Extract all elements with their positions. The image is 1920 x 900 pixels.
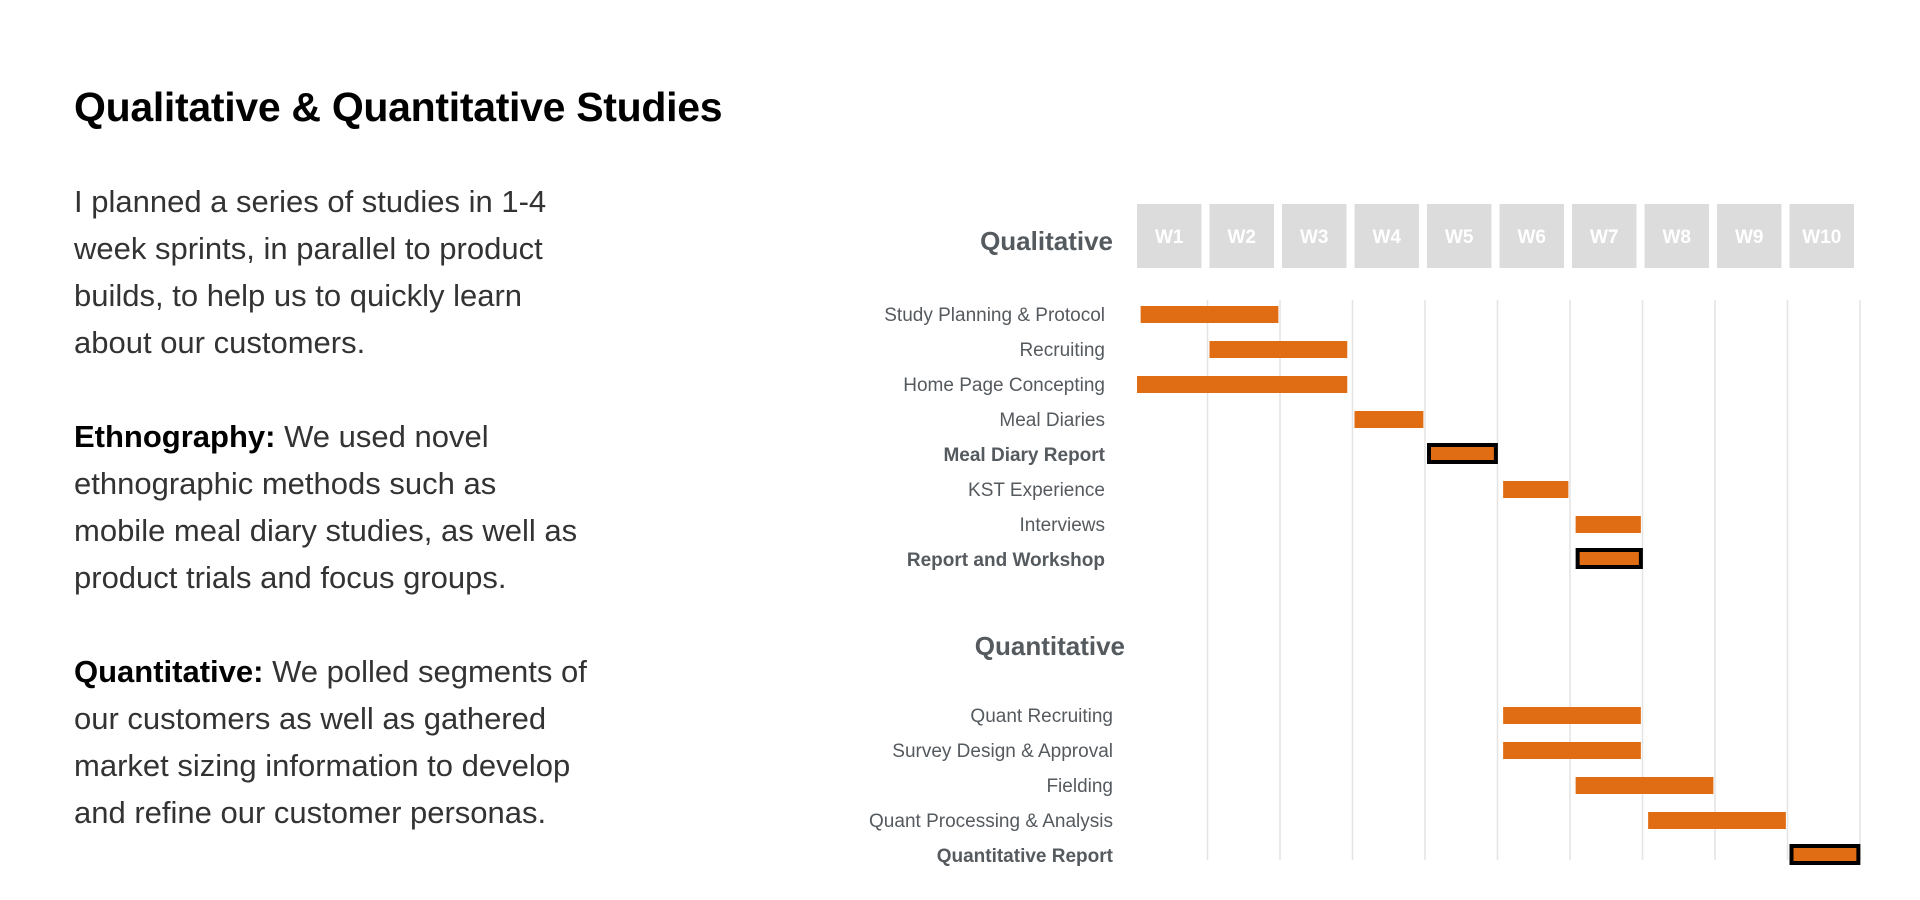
task-bar bbox=[1503, 707, 1641, 724]
section-label: Qualitative bbox=[980, 226, 1113, 256]
week-header-box bbox=[1789, 204, 1854, 268]
milestone-bar bbox=[1427, 443, 1498, 464]
quantitative-heading: Quantitative: bbox=[74, 654, 264, 689]
page-title: Qualitative & Quantitative Studies bbox=[74, 84, 723, 130]
task-bar bbox=[1137, 376, 1348, 393]
intro-paragraph: I planned a series of studies in 1-4 wee… bbox=[74, 184, 547, 360]
ethnography-heading: Ethnography: bbox=[74, 419, 276, 454]
task-label: Report and Workshop bbox=[907, 550, 1105, 571]
quantitative-paragraph: Quantitative: We polled segments of our … bbox=[74, 648, 594, 836]
week-label: W10 bbox=[1802, 227, 1841, 248]
body-copy: I planned a series of studies in 1-4 wee… bbox=[74, 178, 594, 883]
task-bar bbox=[1648, 812, 1786, 829]
week-label: W6 bbox=[1518, 227, 1547, 248]
section-label: Quantitative bbox=[975, 631, 1125, 661]
milestone-bar bbox=[1575, 548, 1643, 569]
week-header-box bbox=[1572, 204, 1637, 268]
task-label: KST Experience bbox=[968, 480, 1105, 501]
week-header-box bbox=[1644, 204, 1709, 268]
week-header-box bbox=[1137, 204, 1202, 268]
week-header-box bbox=[1282, 204, 1347, 268]
task-label: Quantitative Report bbox=[937, 846, 1114, 867]
task-label: Interviews bbox=[1019, 515, 1105, 536]
ethnography-text: We used novel ethnographic methods such … bbox=[74, 419, 578, 595]
task-label: Home Page Concepting bbox=[903, 375, 1105, 396]
week-header-box bbox=[1354, 204, 1419, 268]
week-header-box bbox=[1499, 204, 1564, 268]
task-bar bbox=[1354, 411, 1424, 428]
week-header-box bbox=[1427, 204, 1492, 268]
week-label: W8 bbox=[1663, 227, 1692, 248]
task-label: Quant Recruiting bbox=[970, 706, 1113, 727]
task-bar bbox=[1503, 481, 1569, 498]
milestone-bar bbox=[1789, 844, 1861, 865]
task-bar bbox=[1209, 341, 1348, 358]
task-label: Survey Design & Approval bbox=[892, 741, 1113, 762]
ethnography-paragraph: Ethnography: We used novel ethnographic … bbox=[74, 413, 594, 601]
task-bar bbox=[1575, 777, 1714, 794]
week-label: W7 bbox=[1590, 227, 1619, 248]
task-label: Recruiting bbox=[1019, 340, 1105, 361]
week-header-box bbox=[1717, 204, 1782, 268]
task-bar bbox=[1140, 306, 1279, 323]
task-label: Study Planning & Protocol bbox=[884, 305, 1105, 326]
week-label: W5 bbox=[1445, 227, 1474, 248]
task-label: Meal Diary Report bbox=[943, 445, 1105, 466]
week-header-box bbox=[1209, 204, 1274, 268]
week-label: W9 bbox=[1735, 227, 1764, 248]
task-bar bbox=[1575, 516, 1641, 533]
week-label: W2 bbox=[1228, 227, 1257, 248]
task-label: Meal Diaries bbox=[999, 410, 1105, 431]
quantitative-text: We polled segments of our customers as w… bbox=[74, 654, 587, 830]
task-label: Fielding bbox=[1046, 776, 1113, 797]
week-label: W1 bbox=[1155, 227, 1184, 248]
week-label: W3 bbox=[1300, 227, 1329, 248]
week-label: W4 bbox=[1373, 227, 1402, 248]
task-label: Quant Processing & Analysis bbox=[869, 811, 1113, 832]
task-bar bbox=[1503, 742, 1641, 759]
